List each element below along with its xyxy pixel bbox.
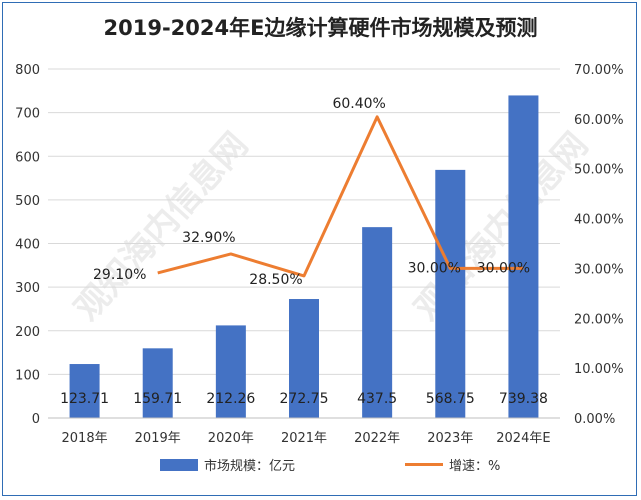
line-value-label: 29.10% (93, 267, 146, 283)
bar (508, 95, 539, 419)
x-tick-label: 2024年E (496, 431, 550, 446)
y-right-tick-label: 10.00% (574, 362, 624, 377)
y-right-tick-label: 40.00% (574, 213, 624, 228)
y-right-tick-label: 70.00% (574, 63, 624, 78)
bar (142, 348, 173, 418)
x-tick-label: 2019年 (135, 431, 181, 446)
x-tick-label: 2018年 (62, 431, 108, 446)
bar-value-label: 159.71 (133, 391, 182, 407)
bar (215, 325, 246, 418)
legend-line-swatch (405, 463, 443, 466)
line-value-label: 60.40% (332, 96, 385, 112)
bar-value-label: 123.71 (60, 391, 109, 407)
x-tick-label: 2022年 (354, 431, 400, 446)
legend-bar-label: 市场规模：亿元 (204, 459, 296, 474)
y-right-tick-label: 50.00% (574, 163, 624, 178)
x-tick-label: 2023年 (427, 431, 473, 446)
y-left-tick-label: 700 (15, 107, 40, 122)
bar (362, 227, 393, 418)
y-left-tick-label: 800 (15, 63, 40, 78)
legend-line: 增速：% (405, 455, 500, 474)
y-left-tick-label: 200 (15, 325, 40, 340)
line-value-label: 30.00% (408, 260, 461, 276)
bar-value-label: 212.26 (206, 391, 255, 407)
line-value-label: 30.00% (477, 260, 530, 276)
bar-value-label: 272.75 (280, 391, 329, 407)
bar (435, 169, 466, 418)
legend-bar-swatch (160, 458, 198, 471)
x-tick-label: 2020年 (208, 431, 254, 446)
line-value-label: 28.50% (249, 272, 302, 288)
y-right-tick-label: 30.00% (574, 262, 624, 277)
x-tick-label: 2021年 (281, 431, 327, 446)
bar (289, 299, 319, 418)
y-left-tick-label: 500 (15, 194, 40, 209)
growth-line (157, 115, 524, 278)
y-left-tick-label: 600 (15, 150, 40, 165)
legend-bar: 市场规模：亿元 (160, 455, 295, 474)
bar (69, 364, 100, 418)
bar-value-label: 437.5 (357, 391, 397, 407)
line-value-label: 32.90% (182, 230, 235, 246)
y-left-tick-label: 0 (32, 412, 40, 427)
legend-line-label: 增速：% (449, 459, 501, 474)
y-left-tick-label: 400 (15, 238, 40, 253)
chart-title: 2019-2024年E边缘计算硬件市场规模及预测 (103, 16, 538, 40)
y-right-tick-label: 60.00% (574, 113, 624, 128)
y-right-tick-label: 20.00% (574, 312, 624, 327)
bar-value-label: 568.75 (426, 391, 475, 407)
y-left-tick-label: 300 (15, 281, 40, 296)
y-right-tick-label: 0.00% (574, 412, 615, 427)
y-left-tick-label: 100 (15, 368, 40, 383)
bar-value-label: 739.38 (499, 391, 548, 407)
